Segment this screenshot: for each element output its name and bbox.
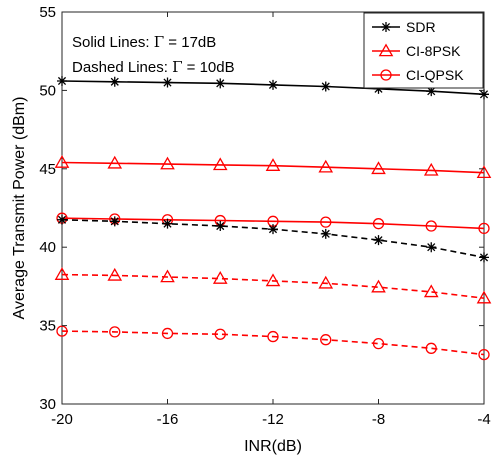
y-tick-label: 35 xyxy=(39,318,56,335)
series-sdr-dashed xyxy=(57,214,489,263)
x-tick-label: -16 xyxy=(157,411,179,428)
y-tick-label: 55 xyxy=(39,4,56,21)
data-point-ci-8psk-solid xyxy=(107,155,123,169)
legend-marker-sdr xyxy=(381,22,391,32)
data-point-ci-qpsk-dashed xyxy=(372,337,385,350)
data-point-sdr-dashed xyxy=(215,221,226,232)
legend-label-ci-8psk: CI-8PSK xyxy=(406,43,461,59)
series-line-ci-qpsk-solid xyxy=(61,217,485,230)
legend-marker-ci-qpsk xyxy=(380,69,392,81)
data-point-ci-8psk-dashed xyxy=(423,284,439,298)
legend-label-ci-qpsk: CI-QPSK xyxy=(406,67,464,83)
legend-label-sdr: SDR xyxy=(406,19,436,35)
data-point-ci-qpsk-dashed xyxy=(425,342,437,354)
data-point-ci-8psk-solid xyxy=(371,161,386,175)
data-point-ci-8psk-dashed xyxy=(318,275,334,289)
annotation-dashed-lines: Dashed Lines: Γ = 10dB xyxy=(72,58,235,76)
data-point-sdr-solid xyxy=(373,83,384,94)
y-axis-label: Average Transmit Power (dBm) xyxy=(11,97,28,320)
legend-marker-ci-8psk xyxy=(378,43,394,57)
y-tick-label: 30 xyxy=(39,396,56,413)
data-point-sdr-dashed xyxy=(320,228,331,239)
data-point-ci-8psk-solid xyxy=(54,155,70,168)
data-point-ci-8psk-solid xyxy=(423,162,439,176)
y-tick-label: 45 xyxy=(39,161,56,178)
data-point-ci-8psk-dashed xyxy=(476,290,492,304)
data-point-sdr-dashed xyxy=(109,216,120,227)
data-point-ci-8psk-dashed xyxy=(107,267,123,281)
data-point-ci-qpsk-dashed xyxy=(478,348,490,361)
y-tick-label: 40 xyxy=(39,239,56,256)
legend: SDR CI-8PSK CI-QPSK xyxy=(363,12,484,89)
data-point-sdr-dashed xyxy=(162,218,173,229)
data-point-sdr-solid xyxy=(109,76,120,87)
x-tick-label: -12 xyxy=(262,411,284,428)
series-line-ci-qpsk-dashed xyxy=(61,330,485,356)
data-point-sdr-dashed xyxy=(57,214,67,225)
data-point-sdr-solid xyxy=(479,89,489,100)
series-ci-8psk-solid xyxy=(54,155,492,179)
data-point-sdr-solid xyxy=(426,86,437,97)
data-point-sdr-dashed xyxy=(479,252,489,263)
data-point-sdr-solid xyxy=(215,78,226,89)
data-point-ci-qpsk-dashed xyxy=(109,326,121,338)
data-point-ci-8psk-solid xyxy=(476,165,492,179)
series-ci-8psk-dashed xyxy=(54,267,492,304)
annotation-solid-lines: Solid Lines: Γ = 17dB xyxy=(72,33,216,51)
data-point-sdr-solid xyxy=(320,81,331,92)
data-point-sdr-dashed xyxy=(268,224,278,235)
data-point-ci-qpsk-dashed xyxy=(320,334,332,346)
data-point-sdr-dashed xyxy=(373,235,384,246)
data-point-sdr-solid xyxy=(162,77,173,88)
x-tick-label: -8 xyxy=(372,411,385,428)
data-point-ci-qpsk-dashed xyxy=(214,328,226,340)
data-point-ci-8psk-solid xyxy=(318,159,334,173)
series-line-ci-8psk-solid xyxy=(61,161,485,174)
data-point-ci-qpsk-dashed xyxy=(267,330,279,343)
data-point-ci-8psk-solid xyxy=(265,158,281,171)
data-point-sdr-dashed xyxy=(426,242,437,253)
axis-ticks: -20 -16 -12 -8 -4 30 35 40 45 50 55 xyxy=(39,4,490,428)
data-point-ci-8psk-dashed xyxy=(54,267,70,280)
data-point-ci-qpsk-solid xyxy=(425,220,437,232)
series-line-ci-8psk-dashed xyxy=(61,273,485,299)
data-point-ci-8psk-solid xyxy=(212,157,228,171)
series-ci-qpsk-dashed xyxy=(56,325,490,361)
data-point-ci-qpsk-solid xyxy=(478,222,490,235)
data-point-ci-qpsk-solid xyxy=(320,216,332,228)
data-point-ci-8psk-dashed xyxy=(371,279,386,293)
data-point-ci-qpsk-solid xyxy=(372,218,385,230)
data-point-ci-8psk-dashed xyxy=(160,269,175,283)
data-point-ci-8psk-dashed xyxy=(212,271,228,284)
data-point-ci-8psk-dashed xyxy=(265,273,281,287)
data-point-sdr-solid xyxy=(268,79,278,90)
series-sdr-solid xyxy=(57,75,489,100)
x-tick-label: -20 xyxy=(51,411,73,428)
x-axis-label: INR(dB) xyxy=(244,438,302,455)
x-tick-label: -4 xyxy=(477,411,490,428)
data-point-sdr-solid xyxy=(57,75,67,86)
data-point-ci-8psk-solid xyxy=(160,156,175,170)
y-tick-label: 50 xyxy=(39,82,56,99)
data-point-ci-qpsk-dashed xyxy=(161,327,174,340)
